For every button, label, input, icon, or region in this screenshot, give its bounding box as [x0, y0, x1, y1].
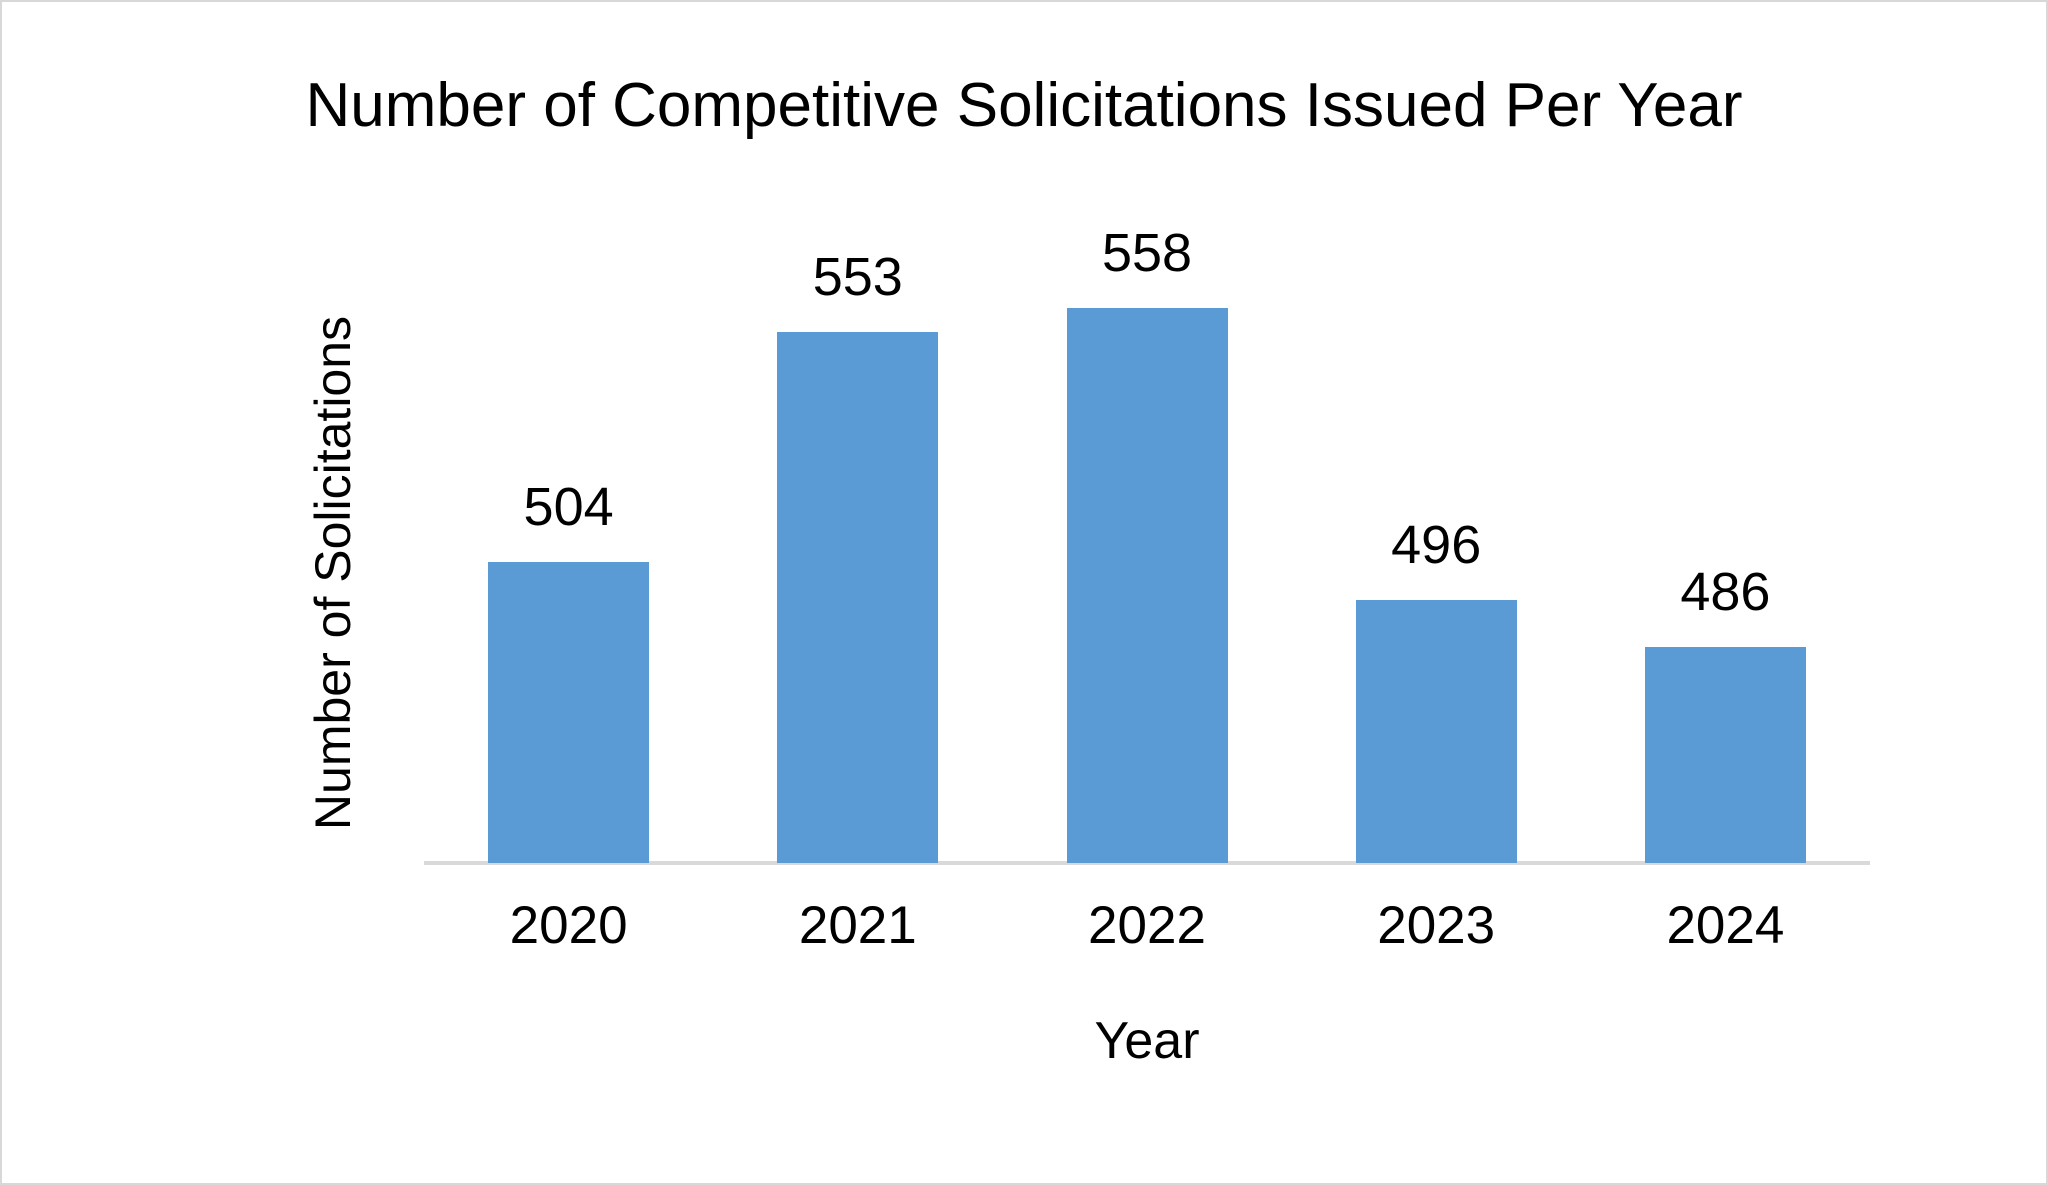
x-tick-label-2023: 2023 — [1377, 896, 1496, 955]
x-tick-label-2020: 2020 — [509, 896, 628, 955]
x-axis-line — [424, 861, 1870, 865]
bar-2022 — [1066, 308, 1228, 863]
chart-title: Number of Competitive Solicitations Issu… — [305, 71, 1743, 140]
bar-2024 — [1644, 647, 1806, 863]
x-tick-label-2021: 2021 — [798, 896, 917, 955]
bar-value-label-2024: 486 — [1680, 562, 1771, 622]
bar-value-label-2020: 504 — [523, 477, 614, 537]
x-axis-label: Year — [1094, 1012, 1200, 1070]
bar-value-label-2022: 558 — [1101, 223, 1193, 283]
bar-2023 — [1355, 600, 1517, 863]
x-tick-label-2024: 2024 — [1666, 896, 1785, 955]
bar-value-label-2021: 553 — [812, 247, 903, 307]
x-tick-label-2022: 2022 — [1088, 896, 1206, 955]
bar-value-label-2023: 496 — [1391, 515, 1482, 575]
bar-2020 — [488, 562, 650, 863]
bar-2021 — [777, 332, 939, 863]
